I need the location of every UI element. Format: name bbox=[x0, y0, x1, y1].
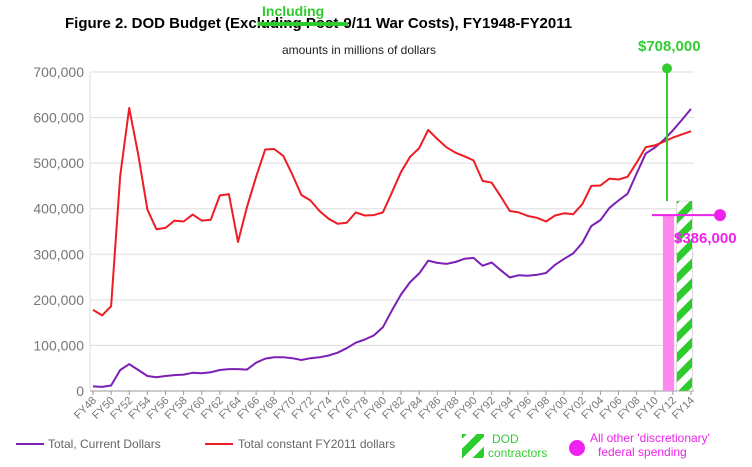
annotation-markers: $708,000 $386,000 bbox=[638, 38, 737, 247]
series-line bbox=[92, 107, 692, 317]
other-spending-bar bbox=[662, 215, 675, 391]
annotation-bars bbox=[662, 200, 693, 392]
y-tick-label: 200,000 bbox=[33, 292, 84, 308]
legend-label-contractors-line2: contractors bbox=[488, 446, 547, 460]
y-tick-label: 300,000 bbox=[33, 246, 84, 262]
x-axis-ticks: FY48FY50FY52FY54FY56FY58FY60FY62FY64FY66… bbox=[72, 391, 697, 422]
chart-subtitle: amounts in millions of dollars bbox=[282, 43, 436, 57]
legend: Total, Current Dollars Total constant FY2… bbox=[16, 431, 710, 460]
legend-swatch-contractors bbox=[462, 434, 484, 458]
y-tick-label: 700,000 bbox=[33, 64, 84, 80]
chart-title: Figure 2. DOD Budget (Excluding Post-9/1… bbox=[65, 15, 572, 32]
other-spending-marker-dot bbox=[714, 209, 726, 222]
legend-label-constant: Total constant FY2011 dollars bbox=[238, 437, 395, 451]
legend-label-contractors-line1: DOD bbox=[492, 432, 519, 446]
dod-contractors-bar bbox=[676, 200, 693, 392]
legend-label-current: Total, Current Dollars bbox=[48, 437, 161, 451]
legend-swatch-other bbox=[569, 440, 585, 456]
legend-label-other-line2: federal spending bbox=[598, 445, 687, 459]
legend-label-other-line1: All other 'discretionary' bbox=[590, 431, 710, 445]
grid-lines bbox=[89, 71, 694, 392]
y-tick-label: 500,000 bbox=[33, 155, 84, 171]
series-line bbox=[92, 108, 692, 388]
y-axis-ticks: 0 100,000 200,000 300,000 400,000 500,000 600,… bbox=[33, 64, 84, 399]
y-tick-label: 0 bbox=[76, 383, 84, 399]
contractors-marker-dot bbox=[662, 63, 672, 74]
y-tick-label: 400,000 bbox=[33, 201, 84, 217]
y-tick-label: 100,000 bbox=[33, 337, 84, 353]
title-correction: Including bbox=[262, 3, 324, 19]
other-spending-value-label: $386,000 bbox=[674, 230, 737, 247]
contractors-value-label: $708,000 bbox=[638, 38, 701, 55]
series-lines bbox=[92, 107, 692, 388]
y-tick-label: 600,000 bbox=[33, 110, 84, 126]
